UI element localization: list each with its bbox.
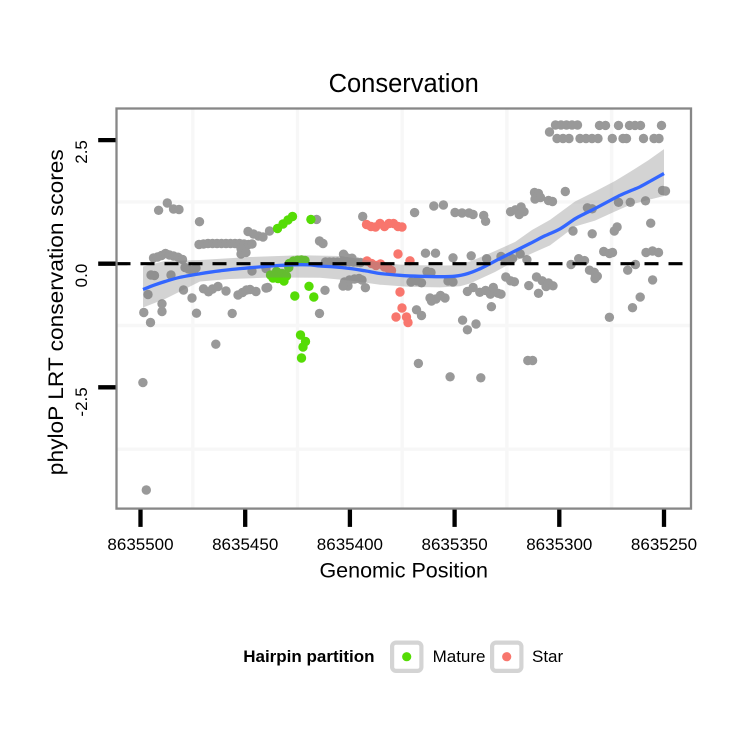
svg-text:Genomic Position: Genomic Position [319,559,488,583]
svg-text:8635450: 8635450 [212,535,278,554]
svg-text:0.0: 0.0 [72,264,91,288]
svg-text:2.5: 2.5 [72,140,91,164]
svg-text:Hairpin partition: Hairpin partition [243,647,374,666]
svg-text:Star: Star [532,647,564,666]
svg-text:-2.5: -2.5 [72,387,91,416]
svg-text:Conservation: Conservation [329,70,479,98]
svg-text:8635300: 8635300 [526,535,592,554]
svg-text:8635400: 8635400 [317,535,383,554]
svg-text:Mature: Mature [433,647,486,666]
svg-text:phyloP LRT conservation scores: phyloP LRT conservation scores [44,149,68,475]
svg-text:8635250: 8635250 [631,535,697,554]
svg-text:8635350: 8635350 [422,535,488,554]
svg-text:8635500: 8635500 [107,535,173,554]
